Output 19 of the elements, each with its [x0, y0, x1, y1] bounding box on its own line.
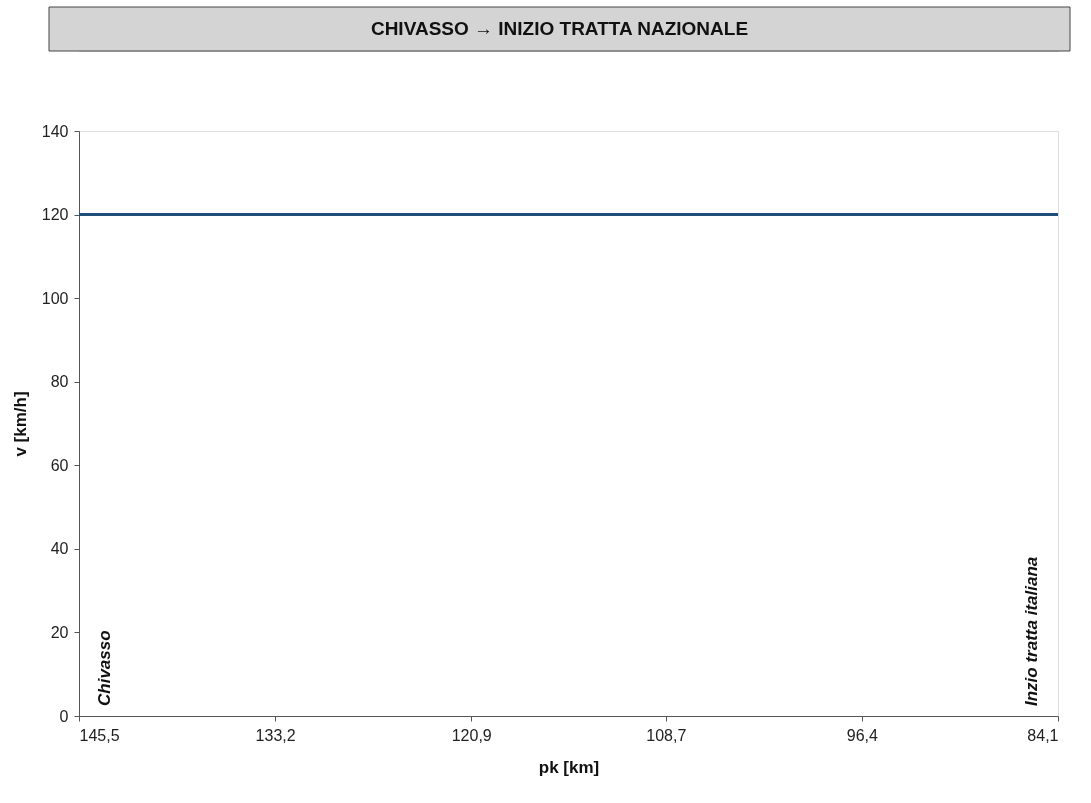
- y-tick-label: 120: [41, 206, 69, 224]
- y-tick-label: 40: [50, 540, 69, 558]
- y-axis-title: v [km/h]: [10, 391, 30, 457]
- x-tick-label: 145,5: [79, 726, 120, 744]
- x-tick-label: 96,4: [846, 726, 879, 744]
- annotation: Chivasso: [95, 630, 114, 706]
- annotation: Inzio tratta italiana: [1022, 556, 1041, 706]
- y-tick-label: 140: [41, 122, 69, 140]
- chart-title: CHIVASSO → INIZIO TRATTA NAZIONALE: [370, 18, 749, 39]
- y-tick-label: 100: [41, 289, 69, 307]
- y-tick-label: 20: [50, 623, 69, 641]
- y-tick-label: 80: [50, 373, 69, 391]
- x-tick-label: 120,9: [451, 726, 492, 744]
- y-tick-label: 60: [50, 456, 69, 474]
- y-tick-label: 0: [59, 707, 69, 725]
- x-axis-title: pk [km]: [538, 757, 600, 777]
- x-tick-label: 133,2: [255, 726, 296, 744]
- x-tick-label: 84,1: [1027, 726, 1059, 744]
- x-tick-label: 108,7: [646, 726, 687, 744]
